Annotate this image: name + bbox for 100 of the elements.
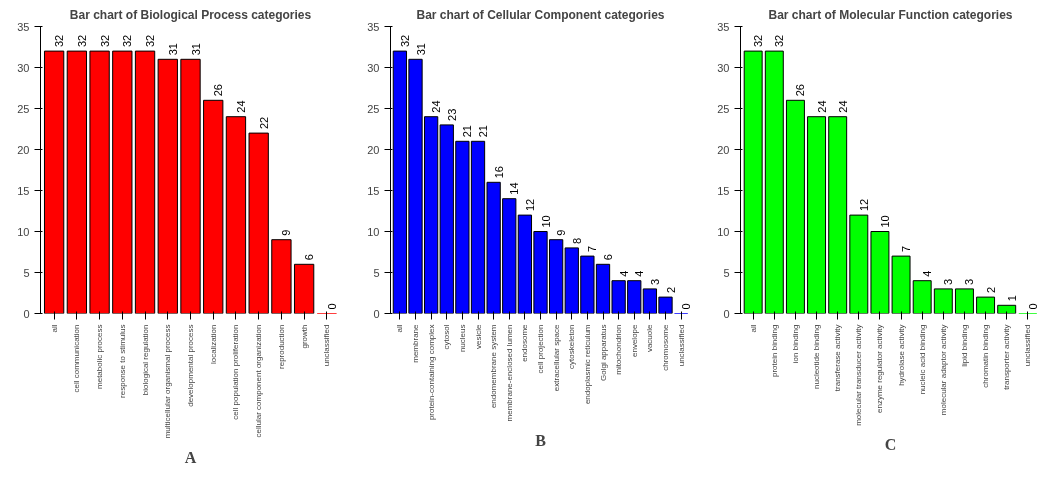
data-label: 3 [942, 278, 955, 285]
y-tick-label: 0 [723, 307, 730, 320]
data-label: 14 [508, 182, 521, 195]
x-tick-label: cell projection [536, 324, 545, 374]
data-label: 26 [212, 84, 225, 97]
x-tick-label: growth [299, 324, 309, 349]
data-label: 12 [523, 198, 536, 212]
x-tick-label: chromatin binding [981, 324, 991, 388]
data-label: 32 [398, 34, 411, 48]
data-label: 31 [166, 43, 179, 56]
x-tick-label: transporter activity [1002, 324, 1012, 390]
text: A [184, 448, 197, 466]
chart-title: Bar chart of Molecular Function categories [768, 7, 1013, 22]
data-label: 31 [414, 43, 427, 56]
data-label: 24 [815, 100, 828, 113]
data-label: 10 [878, 215, 891, 228]
y-tick-label: 35 [717, 20, 730, 33]
y-tick-label: 15 [17, 184, 30, 197]
y-tick-label: 30 [17, 61, 30, 74]
data-label: 16 [492, 166, 505, 179]
x-tick-label: protein-containing complex [426, 324, 436, 421]
data-label: 9 [280, 229, 293, 236]
data-label: 23 [445, 108, 458, 121]
x-tick-label: all [49, 324, 59, 333]
data-label: 3 [963, 278, 976, 285]
x-tick-label: vesicle [473, 323, 483, 349]
y-tick-label: 35 [367, 20, 380, 33]
x-tick-label: cell communication [72, 324, 82, 393]
x-tick-label: protein binding [769, 324, 779, 377]
x-tick-label: lipid binding [959, 324, 969, 367]
data-label: 26 [794, 84, 807, 97]
y-tick-label: 10 [17, 225, 30, 238]
x-tick-label: reproduction [276, 324, 286, 369]
y-tick-label: 20 [17, 143, 30, 156]
x-tick-label: cell population proliferation [231, 324, 241, 420]
x-tick-label: unclassified [322, 324, 332, 367]
x-tick-label: metabolic process [95, 324, 105, 389]
x-tick-label: unclassified [676, 324, 686, 367]
data-label: 21 [461, 125, 474, 138]
y-tick-label: 30 [367, 61, 380, 74]
x-tick-label: nucleus [457, 324, 467, 353]
data-label: 12 [857, 198, 870, 212]
data-label: 10 [539, 215, 552, 228]
data-label: 32 [773, 34, 786, 48]
data-label: 0 [1026, 303, 1039, 310]
data-label: 32 [121, 34, 134, 48]
y-tick-label: 35 [17, 20, 30, 33]
x-tick-label: Golgi apparatus [598, 324, 608, 381]
x-tick-label: enzyme regulator activity [875, 324, 885, 413]
y-tick-label: 15 [367, 184, 380, 197]
data-label: 2 [984, 286, 997, 294]
data-label: 4 [633, 270, 646, 277]
x-tick-label: localization [208, 324, 218, 365]
chart-title: Bar chart of Cellular Component categories [416, 7, 665, 22]
data-label: 22 [257, 116, 270, 130]
y-tick-label: 20 [717, 143, 730, 156]
x-tick-label: transferase activity [833, 324, 843, 392]
data-label: 4 [617, 270, 630, 277]
x-tick-label: envelope [629, 323, 639, 357]
y-tick-label: 5 [23, 266, 30, 279]
data-label: 6 [303, 254, 316, 261]
y-tick-label: 25 [717, 102, 730, 115]
x-tick-label: biological regulation [140, 324, 150, 396]
data-label: 32 [53, 34, 66, 48]
chart-title: Bar chart of Biological Process categories [69, 7, 312, 22]
x-tick-label: developmental process [186, 324, 195, 407]
data-label: 4 [921, 270, 934, 277]
y-tick-label: 25 [367, 102, 380, 115]
y-tick-label: 15 [717, 184, 730, 197]
x-tick-label: unclassified [1023, 324, 1033, 367]
data-label: 32 [752, 34, 765, 48]
x-tick-label: cytoskeleton [567, 324, 577, 369]
y-tick-label: 10 [367, 225, 380, 238]
y-tick-label: 25 [17, 102, 30, 115]
x-tick-label: endomembrane system [489, 324, 499, 409]
y-tick-label: 10 [717, 225, 730, 238]
x-tick-label: molecular adaptor activity [938, 324, 948, 416]
x-tick-label: endosome [520, 323, 530, 362]
x-tick-label: response to stimulus [117, 324, 127, 398]
data-label: 8 [570, 237, 583, 244]
text: C [884, 435, 897, 453]
x-tick-label: cytosol [442, 324, 452, 350]
data-label: 32 [75, 34, 88, 48]
x-tick-label: nucleic acid binding [917, 324, 927, 395]
data-label: 3 [648, 278, 661, 285]
data-label: 0 [680, 303, 693, 310]
x-tick-label: all [748, 324, 758, 333]
data-label: 31 [189, 43, 202, 56]
data-label: 32 [98, 34, 111, 48]
y-tick-label: 20 [367, 143, 380, 156]
x-tick-label: membrane-enclosed lumen [504, 324, 514, 422]
x-tick-label: membrane [411, 323, 420, 363]
x-tick-label: all [395, 324, 405, 333]
x-tick-label: cellular component organization [254, 324, 264, 438]
x-tick-label: extracellular space [551, 323, 561, 392]
x-tick-label: molecular transducer activity [854, 324, 864, 426]
x-tick-label: multicellular organismal process [163, 324, 173, 439]
data-label: 24 [836, 100, 849, 113]
data-label: 7 [586, 245, 599, 253]
x-tick-label: endoplasmic reticulum [582, 324, 592, 405]
